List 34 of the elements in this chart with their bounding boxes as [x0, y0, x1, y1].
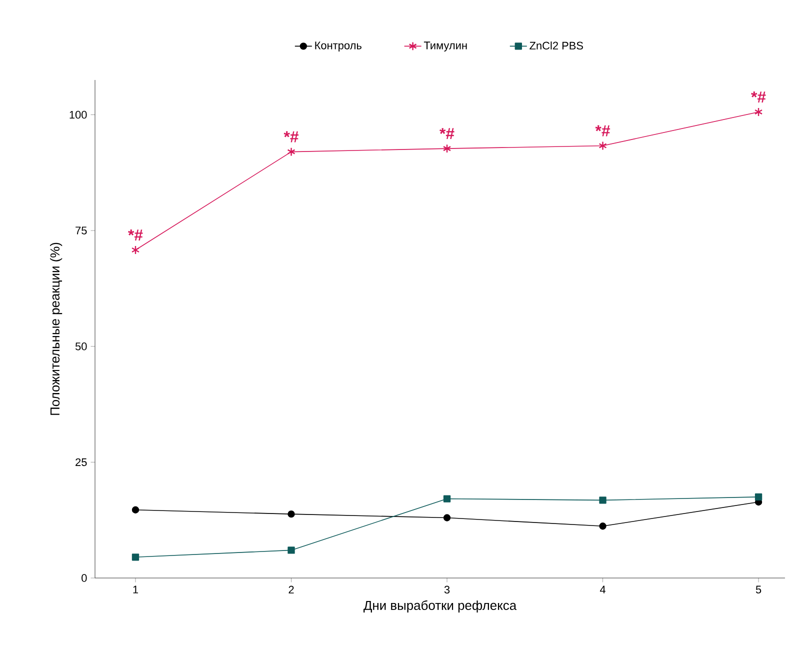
point	[754, 107, 763, 117]
point	[288, 510, 295, 518]
x-tick-label: 5	[756, 586, 762, 594]
y-tick-label: 25	[76, 458, 87, 466]
x-tick-label: 1	[133, 586, 138, 594]
annotation: *#	[284, 131, 299, 142]
y-tick-label: 0	[82, 574, 87, 582]
annotation: *#	[595, 125, 610, 136]
point	[131, 245, 140, 255]
legend-label: Тимулин	[424, 42, 467, 52]
x-tick-label: 3	[444, 586, 450, 594]
point	[287, 147, 296, 156]
point	[443, 514, 451, 522]
point	[443, 495, 451, 502]
point	[598, 141, 607, 150]
point	[288, 546, 295, 554]
point	[132, 554, 140, 561]
x-tick-label: 2	[288, 586, 294, 594]
annotation: *#	[440, 128, 454, 140]
point	[442, 144, 452, 154]
annotation: *#	[751, 91, 766, 102]
legend-label: Контроль	[315, 42, 362, 52]
annotation: *#	[128, 230, 143, 240]
y-tick-label: 100	[70, 110, 87, 119]
point	[599, 522, 606, 530]
point	[599, 496, 606, 504]
y-axis-title: Положительные реакции (%)	[50, 242, 62, 415]
point	[132, 506, 140, 514]
y-tick-label: 75	[76, 226, 87, 234]
x-axis-title: Дни выработки рефлекса	[364, 600, 517, 613]
x-tick-label: 4	[600, 586, 606, 594]
y-tick-label: 50	[75, 342, 87, 350]
legend-label: ZnCl2 PBS	[530, 41, 583, 50]
point	[754, 493, 762, 501]
